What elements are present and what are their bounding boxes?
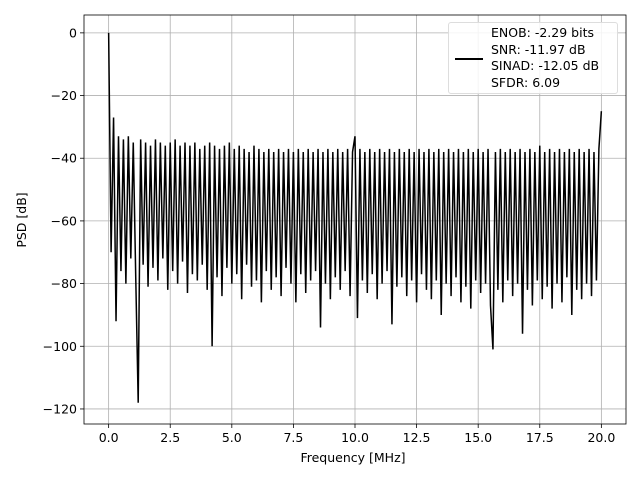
y-tick-label: 0 — [69, 25, 77, 40]
x-tick-label: 15.0 — [464, 430, 492, 445]
x-tick-label: 10.0 — [341, 430, 369, 445]
y-tick-label: −80 — [51, 276, 77, 291]
legend-label: ENOB: -2.29 bits SNR: -11.97 dB SINAD: -… — [491, 25, 600, 90]
x-tick-label: 12.5 — [403, 430, 431, 445]
legend: ENOB: -2.29 bits SNR: -11.97 dB SINAD: -… — [448, 22, 618, 94]
x-tick-label: 20.0 — [587, 430, 615, 445]
x-axis-label: Frequency [MHz] — [300, 450, 405, 465]
y-axis-label: PSD [dB] — [14, 192, 29, 247]
x-tick-label: 2.5 — [160, 430, 180, 445]
y-tick-label: −120 — [43, 401, 77, 416]
x-tick-label: 7.5 — [283, 430, 303, 445]
y-tick-label: −100 — [43, 339, 77, 354]
x-tick-label: 0.0 — [99, 430, 119, 445]
y-tick-label: −60 — [51, 213, 77, 228]
plot-frame — [83, 14, 627, 425]
y-tick-label: −20 — [51, 88, 77, 103]
legend-swatch — [455, 58, 483, 60]
x-tick-label: 5.0 — [222, 430, 242, 445]
x-tick-label: 17.5 — [526, 430, 554, 445]
line — [107, 32, 603, 403]
y-tick-label: −40 — [51, 151, 77, 166]
